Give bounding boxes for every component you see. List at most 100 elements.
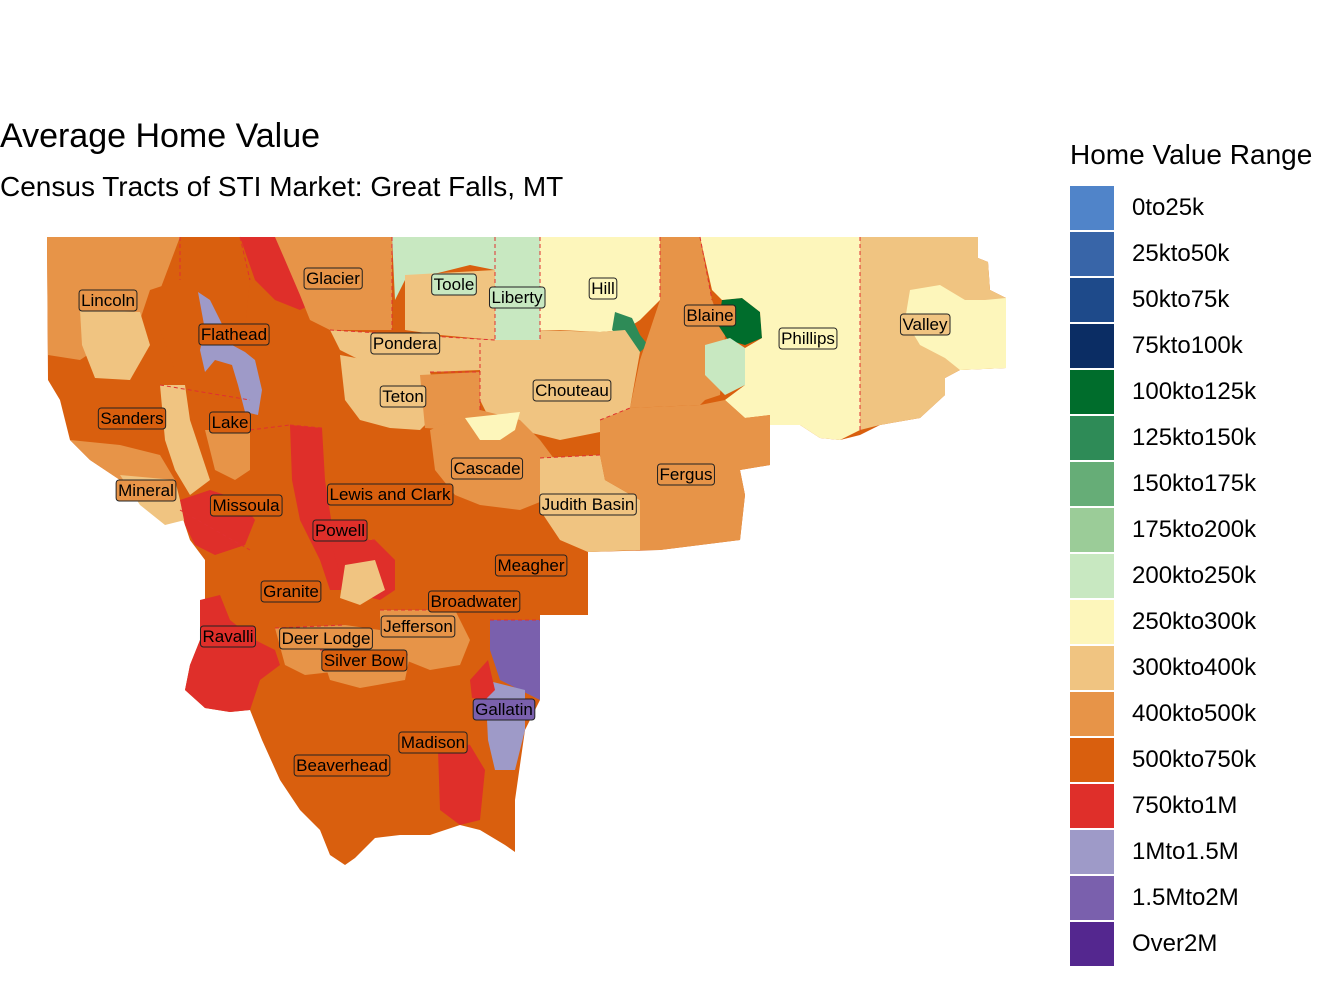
legend-label: 250kto300k: [1132, 608, 1257, 635]
county-label: Sanders: [97, 407, 167, 430]
legend-swatch: [1070, 416, 1114, 460]
county-label-box: [380, 615, 456, 638]
legend-swatch: [1070, 508, 1114, 552]
county-label-text: Powell: [315, 521, 365, 540]
county-label: Teton: [379, 385, 427, 408]
legend-swatch: [1070, 554, 1114, 598]
county-label-text: Teton: [382, 387, 424, 406]
legend-item: 75kto100k: [1070, 324, 1344, 370]
county-label: Fergus: [657, 463, 715, 486]
legend-item: 400kto500k: [1070, 692, 1344, 738]
legend-label: 100kto125k: [1132, 378, 1257, 405]
county-label-text: Lake: [212, 413, 249, 432]
tract-powell-light: [340, 560, 385, 605]
county-labels: Lincoln Flathead Glacier Toole Liberty Hill Bl…: [78, 267, 951, 777]
county-label-text: Granite: [263, 582, 319, 601]
county-label: Toole: [431, 273, 477, 296]
legend-item: 500kto750k: [1070, 738, 1344, 784]
legend-swatch: [1070, 646, 1114, 690]
legend-swatch: [1070, 692, 1114, 736]
county-label-box: [260, 580, 322, 603]
legend-swatch: [1070, 462, 1114, 506]
legend-item: 125kto150k: [1070, 416, 1344, 462]
legend-label: 50kto75k: [1132, 286, 1230, 313]
county-label: Mineral: [115, 479, 177, 502]
county-label-box: [539, 493, 637, 516]
legend-swatch: [1070, 876, 1114, 920]
legend-item: 175kto200k: [1070, 508, 1344, 554]
county-label-box: [588, 277, 618, 300]
county-label: Flathead: [198, 323, 270, 346]
county-label-box: [209, 411, 251, 434]
county-label-box: [450, 457, 524, 480]
county-label: Deer Lodge: [279, 627, 373, 650]
legend-item: 150kto175k: [1070, 462, 1344, 508]
county-label-box: [97, 407, 167, 430]
legend-label: 175kto200k: [1132, 516, 1257, 543]
county-label-text: Lincoln: [81, 291, 135, 310]
county-label-box: [209, 494, 283, 517]
tract-madison-red: [438, 745, 485, 825]
county-label: Missoula: [209, 494, 283, 517]
county-label-box: [321, 649, 408, 672]
legend-item: 200kto250k: [1070, 554, 1344, 600]
county-label-text: Silver Bow: [324, 651, 405, 670]
county-label: Beaverhead: [293, 754, 391, 777]
county-label-text: Chouteau: [535, 381, 609, 400]
county-label-box: [115, 479, 177, 502]
county-label-text: Ravalli: [202, 627, 253, 646]
legend-item: 250kto300k: [1070, 600, 1344, 646]
county-label-text: Madison: [401, 733, 465, 752]
tract-powell: [290, 425, 345, 590]
legend-label: 400kto500k: [1132, 700, 1257, 727]
legend-swatch: [1070, 186, 1114, 230]
legend-swatch: [1070, 600, 1114, 644]
county-label-text: Pondera: [373, 334, 438, 353]
legend-label: 750kto1M: [1132, 792, 1238, 819]
legend-label: 500kto750k: [1132, 746, 1257, 773]
tract-lincoln-south: [80, 310, 150, 380]
county-label-text: Valley: [902, 315, 948, 334]
legend-item: 0to25k: [1070, 186, 1344, 232]
legend-swatch: [1070, 324, 1114, 368]
legend-swatch: [1070, 784, 1114, 828]
legend-item: 50kto75k: [1070, 278, 1344, 324]
legend-label: 1Mto1.5M: [1132, 838, 1239, 865]
legend-label: 125kto150k: [1132, 424, 1257, 451]
county-label-text: Deer Lodge: [282, 629, 371, 648]
tract-valley-light: [905, 285, 1006, 370]
county-label: Gallatin: [472, 698, 536, 721]
county-label: Broadwater: [428, 590, 521, 613]
county-label-box: [279, 627, 373, 650]
county-label-text: Beaverhead: [296, 756, 388, 775]
legend-item: 100kto125k: [1070, 370, 1344, 416]
county-label-box: [431, 273, 477, 296]
tract-teton-orange: [420, 372, 480, 430]
legend-items: 0to25k 25kto50k 50kto75k 75kto100k 100kto125…: [1070, 186, 1344, 968]
legend-label: 200kto250k: [1132, 562, 1257, 589]
county-label: Meagher: [494, 554, 568, 577]
county-label: Silver Bow: [321, 649, 408, 672]
county-label-box: [494, 554, 568, 577]
legend-item: 25kto50k: [1070, 232, 1344, 278]
county-label-text: Liberty: [491, 288, 543, 307]
county-label-text: Hill: [591, 279, 615, 298]
county-label: Jefferson: [380, 615, 456, 638]
county-label: Hill: [588, 277, 618, 300]
county-label-box: [532, 379, 612, 402]
county-label: Powell: [312, 519, 368, 542]
tract-ravalli: [185, 595, 280, 712]
county-label: Granite: [260, 580, 322, 603]
legend-swatch: [1070, 370, 1114, 414]
county-label-text: Fergus: [660, 465, 713, 484]
county-label-text: Judith Basin: [542, 495, 635, 514]
county-label-text: Phillips: [781, 329, 835, 348]
county-label: Pondera: [370, 332, 441, 355]
tract-flathead-lake: [198, 292, 262, 415]
county-label-box: [657, 463, 715, 486]
county-label-box: [312, 519, 368, 542]
legend-title: Home Value Range: [1070, 139, 1313, 170]
legend-label: 1.5Mto2M: [1132, 884, 1239, 911]
legend-swatch: [1070, 278, 1114, 322]
